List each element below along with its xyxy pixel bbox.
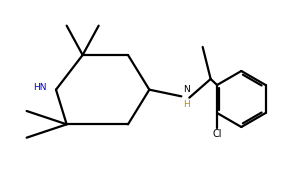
Text: H: H	[183, 100, 190, 108]
Text: N: N	[183, 85, 190, 94]
Text: Cl: Cl	[212, 129, 222, 139]
Text: HN: HN	[33, 82, 47, 92]
